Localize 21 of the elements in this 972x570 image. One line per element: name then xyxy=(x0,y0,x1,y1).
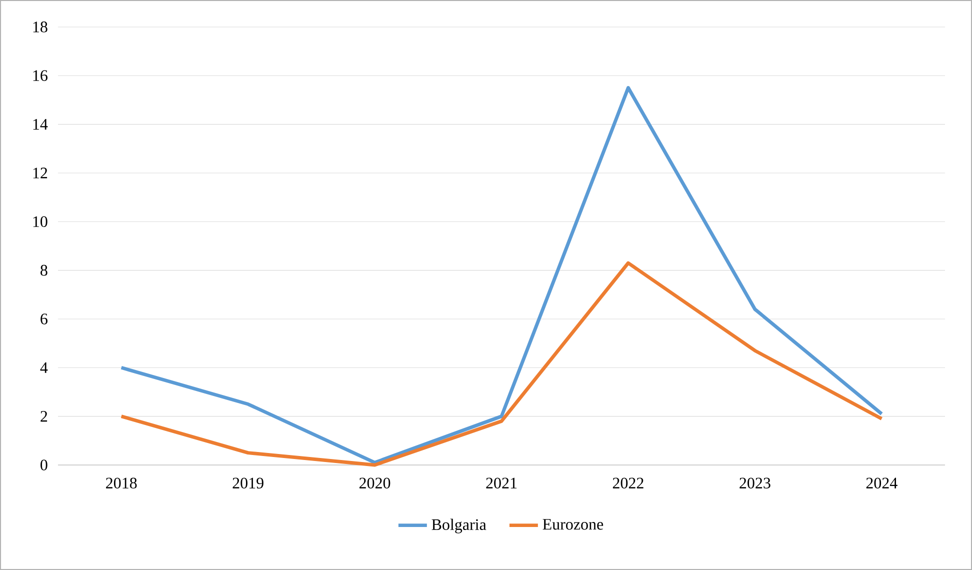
y-tick-label: 18 xyxy=(33,22,48,32)
y-tick-label: 14 xyxy=(33,119,48,130)
line-series xyxy=(120,86,884,464)
y-tick-label: 16 xyxy=(33,70,48,82)
x-tick-label: 2021 xyxy=(486,478,517,488)
x-tick-label: 2023 xyxy=(740,478,770,488)
y-tick-label: 0 xyxy=(40,460,48,470)
x-tick-label: 2019 xyxy=(232,478,264,488)
x-tick-label: 2022 xyxy=(612,478,644,488)
y-tick-label: 2 xyxy=(40,411,48,422)
legend-label: Eurozone xyxy=(542,519,604,530)
y-tick-label: 4 xyxy=(40,362,48,373)
y-tick-label: 6 xyxy=(40,314,48,324)
y-tick-label: 8 xyxy=(40,264,48,276)
legend-label: Bolgaria xyxy=(432,518,486,534)
y-tick-label: 10 xyxy=(33,216,48,228)
x-tick-label: 2018 xyxy=(106,478,137,488)
y-tick-label: 12 xyxy=(33,168,48,178)
line-series xyxy=(120,261,884,467)
x-tick-label: 2024 xyxy=(866,478,898,488)
x-tick-label: 2020 xyxy=(359,478,390,488)
